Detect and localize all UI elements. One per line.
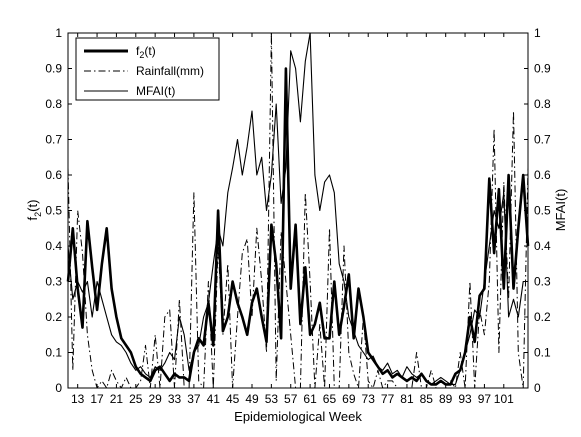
y-tick-label-right: 0.5 [534, 204, 551, 218]
x-axis-title: Epidemiological Week [234, 409, 362, 424]
x-tick-label: 33 [168, 392, 182, 406]
x-tick-label: 37 [187, 392, 201, 406]
y-axis-title-left: f2(t) [25, 200, 43, 221]
y-axis-title-right: MFAI(t) [553, 189, 568, 232]
legend-label-rainfall: Rainfall(mm) [136, 64, 204, 78]
y-tick-label-right: 0.4 [534, 239, 551, 253]
x-tick-label: 41 [207, 392, 221, 406]
legend-label-f2-suffix: (t) [144, 44, 155, 58]
x-tick-label: 73 [362, 392, 376, 406]
y-tick-label-left: 0.3 [45, 275, 62, 289]
y-tick-label-left: 0.7 [45, 133, 62, 147]
y-tick-label-left: 0.6 [45, 168, 62, 182]
legend: f2(t) Rainfall(mm) MFAI(t) [76, 38, 219, 100]
y-tick-label-right: 0.1 [534, 346, 551, 360]
y-tick-label-right: 0 [534, 381, 541, 395]
legend-label-f2: f2(t) [136, 44, 156, 60]
x-tick-label: 17 [90, 392, 104, 406]
x-tick-label: 29 [148, 392, 162, 406]
y-tick-label-left: 0.5 [45, 204, 62, 218]
x-tick-label: 89 [439, 392, 453, 406]
y-tick-label-left: 0 [55, 381, 62, 395]
x-tick-label: 69 [342, 392, 356, 406]
x-tick-label: 13 [71, 392, 85, 406]
x-tick-label: 57 [284, 392, 298, 406]
x-tick-label: 25 [129, 392, 143, 406]
x-tick-label: 45 [226, 392, 240, 406]
y-tick-label-left: 0.1 [45, 346, 62, 360]
y-tick-label-right: 0.9 [534, 62, 551, 76]
x-tick-label: 77 [381, 392, 395, 406]
y-tick-label-left: 1 [55, 26, 62, 40]
x-tick-label: 53 [265, 392, 279, 406]
y-tick-label-right: 0.7 [534, 133, 551, 147]
y-tick-label-right: 0.6 [534, 168, 551, 182]
x-tick-label: 81 [400, 392, 414, 406]
y-tick-label-left: 0.2 [45, 310, 62, 324]
x-tick-label: 101 [494, 392, 514, 406]
y-tick-label-right: 0.8 [534, 97, 551, 111]
x-tick-label: 97 [478, 392, 492, 406]
y-tick-label-left: 0.4 [45, 239, 62, 253]
y-tick-label-right: 0.3 [534, 275, 551, 289]
y-tick-label-left: 0.9 [45, 62, 62, 76]
legend-label-mfai: MFAI(t) [136, 84, 175, 98]
y-axis-title-left-suffix: (t) [25, 200, 40, 212]
y-tick-label-right: 1 [534, 26, 541, 40]
x-tick-label: 85 [420, 392, 434, 406]
x-tick-label: 61 [303, 392, 317, 406]
x-tick-label: 65 [323, 392, 337, 406]
y-tick-label-right: 0.2 [534, 310, 551, 324]
x-tick-label: 21 [110, 392, 124, 406]
x-tick-label: 49 [245, 392, 259, 406]
y-tick-label-left: 0.8 [45, 97, 62, 111]
x-tick-label: 93 [458, 392, 472, 406]
